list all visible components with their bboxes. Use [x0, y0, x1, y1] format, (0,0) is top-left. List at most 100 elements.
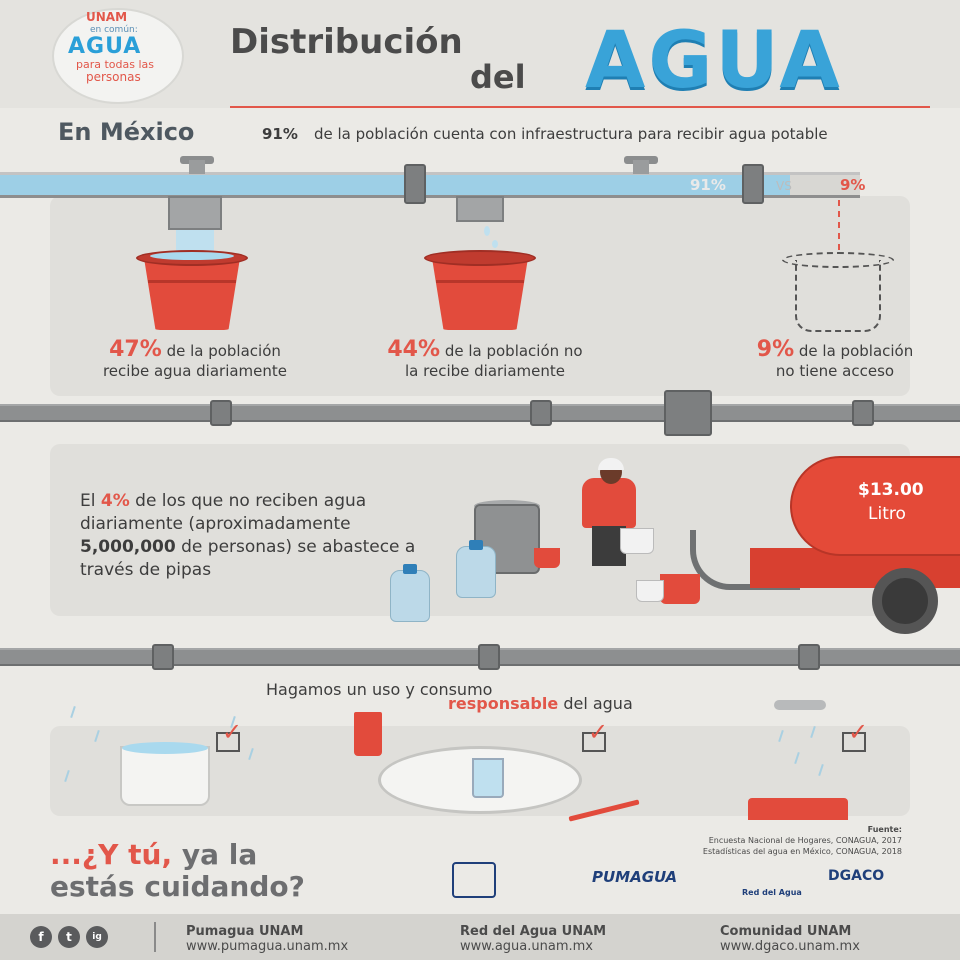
page-title-line1: Distribución	[230, 22, 463, 62]
facebook-icon[interactable]: f	[30, 926, 52, 948]
sources-title: Fuente:	[867, 825, 902, 834]
collected-water	[122, 742, 208, 754]
responsible-heading-line2: responsable del agua	[448, 694, 633, 713]
footer-link-3-url[interactable]: www.dgaco.unam.mx	[720, 939, 860, 954]
check-icon: ✓	[588, 718, 609, 746]
pipas-text-part: de los que no reciben agua	[135, 491, 367, 511]
person-cap	[598, 458, 624, 470]
pipe-junction	[664, 390, 712, 436]
dgaco-logo: DGACO	[828, 868, 885, 884]
footer	[0, 914, 960, 960]
source-ref-1: Encuesta Nacional de Hogares, CONAGUA, 2…	[708, 836, 902, 845]
rain-drop	[70, 705, 76, 719]
footer-link-1-name: Pumagua UNAM	[186, 924, 304, 939]
shower-head	[774, 700, 826, 710]
small-red-bucket	[534, 548, 560, 568]
stat-daily-percent: 47%	[109, 337, 162, 362]
checkbox-shower	[842, 732, 866, 752]
checkbox-rainwater	[216, 732, 240, 752]
unam-agua-logo	[52, 8, 184, 104]
cta-line1: ...¿Y tú, ya la	[50, 838, 257, 871]
red-bucket-filling	[660, 574, 700, 604]
logo-unam-text: UNAM	[86, 10, 128, 24]
stat-no-access: 9% de la población no tiene acceso	[720, 337, 950, 381]
pipas-text: El 4% de los que no reciben agua diariam…	[80, 490, 420, 582]
pipe-percent-with: 91%	[690, 176, 726, 194]
cta-line2: estás cuidando?	[50, 870, 305, 903]
intro-percent: 91%	[262, 125, 298, 143]
stat-daily-line2: recibe agua diariamente	[102, 362, 288, 380]
pipe-clamp	[852, 400, 874, 426]
header-divider	[230, 106, 930, 108]
stat-daily-line1: de la población	[166, 342, 281, 360]
red-del-agua-logo: Red del Agua	[742, 888, 802, 897]
logo-line1-text: para todas las	[76, 58, 155, 71]
toothbrush-cup	[354, 712, 382, 756]
truck-hose	[690, 530, 800, 590]
truck-unit: Litro	[868, 504, 906, 524]
pipe-vs: VS	[776, 179, 792, 193]
person-carrying-water	[582, 478, 636, 528]
tap-stem	[633, 160, 649, 174]
water-drop	[492, 240, 498, 248]
pipe-clamp	[742, 164, 764, 204]
sources: Fuente: Encuesta Nacional de Hogares, CO…	[703, 824, 902, 857]
water-glass	[472, 758, 504, 798]
pipe-clamp	[530, 400, 552, 426]
pipas-number: 5,000,000	[80, 537, 176, 557]
footer-link-1-url[interactable]: www.pumagua.unam.mx	[186, 939, 349, 954]
pipe-clamp	[478, 644, 500, 670]
pumagua-logo: PUMAGUA	[592, 868, 678, 886]
water-truck-tank	[790, 456, 960, 556]
footer-link-3-name: Comunidad UNAM	[720, 924, 852, 939]
stat-daily: 47% de la población recibe agua diariame…	[70, 337, 320, 381]
stat-not-daily-percent: 44%	[387, 337, 441, 362]
bucket-partial	[424, 250, 536, 330]
pipe-clamp	[210, 400, 232, 426]
unam-emblem	[452, 862, 496, 898]
bucket-empty	[782, 252, 894, 332]
water-drop	[484, 226, 490, 236]
water-pipe	[0, 172, 790, 198]
footer-link-2-url[interactable]: www.agua.unam.mx	[460, 939, 593, 954]
logo-agua-text: AGUA	[68, 34, 142, 59]
pipas-text-part: diariamente (aproximadamente	[80, 514, 351, 534]
responsible-highlight: responsable	[448, 694, 559, 713]
white-bucket	[620, 528, 654, 554]
rain-collection-bucket	[120, 746, 210, 806]
water-jug-cap	[469, 540, 483, 550]
water-jug	[390, 570, 430, 622]
water-jug	[456, 546, 496, 598]
pipe-clamp	[798, 644, 820, 670]
check-icon: ✓	[222, 718, 243, 746]
pipas-text-part: El	[80, 491, 96, 511]
responsible-heading-line1: Hagamos un uso y consumo	[266, 680, 493, 699]
pipe-empty-end	[790, 172, 860, 198]
cta-part2: ya la	[181, 838, 258, 871]
intro-label: En México	[58, 118, 195, 146]
intro-text: de la población cuenta con infraestructu…	[314, 125, 828, 143]
bucket-full	[136, 250, 248, 330]
footer-link-2-name: Red del Agua UNAM	[460, 924, 607, 939]
dashed-connector	[838, 200, 840, 250]
faucet-outlet	[168, 196, 222, 230]
source-ref-2: Estadísticas del agua en México, CONAGUA…	[702, 847, 902, 856]
logo-line2-text: personas	[86, 70, 141, 84]
instagram-icon[interactable]: ig	[86, 926, 108, 948]
separator-pipe	[0, 404, 960, 422]
pipe-percent-without: 9%	[840, 176, 866, 194]
pipas-text-part: de personas) se abastece	[181, 537, 400, 557]
pipe-clamp	[152, 644, 174, 670]
stat-no-access-line2: no tiene acceso	[775, 362, 895, 380]
twitter-icon[interactable]: t	[58, 926, 80, 948]
responsible-rest: del agua	[563, 694, 633, 713]
checkbox-sink	[582, 732, 606, 752]
stat-no-access-line1: de la población	[798, 342, 914, 360]
stat-no-access-percent: 9%	[756, 337, 795, 362]
footer-divider	[154, 922, 156, 952]
pipas-text-part: a través de pipas	[80, 537, 416, 580]
page-title-line2: del	[470, 58, 526, 96]
logo-sub-text: en común:	[90, 25, 138, 35]
stat-not-daily: 44% de la población no la recibe diariam…	[360, 337, 610, 381]
